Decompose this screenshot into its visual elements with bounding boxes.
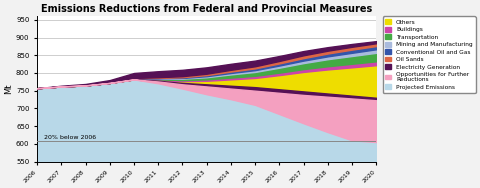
Y-axis label: Mt: Mt [4, 84, 13, 94]
Text: 20% below 2006: 20% below 2006 [44, 135, 96, 140]
Legend: Others, Buildings, Transportation, Mining and Manufacturing, Conventional Oil an: Others, Buildings, Transportation, Minin… [383, 16, 476, 93]
Title: Emissions Reductions from Federal and Provincial Measures: Emissions Reductions from Federal and Pr… [41, 4, 372, 14]
